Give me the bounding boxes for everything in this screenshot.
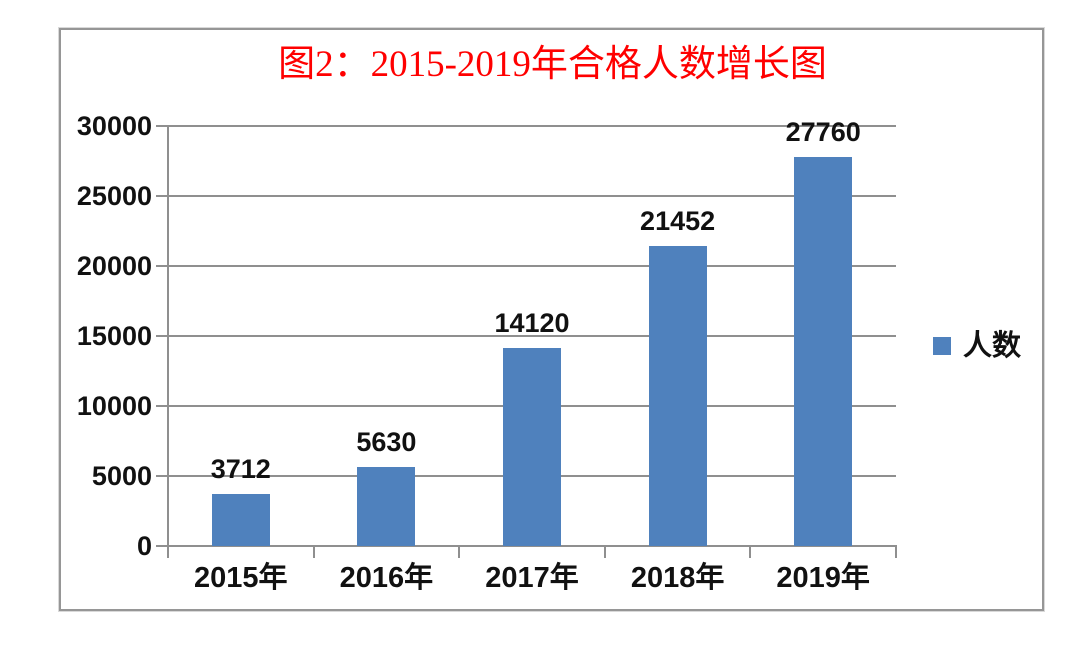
legend-label: 人数 [963, 330, 1022, 362]
chart-frame [59, 28, 1044, 611]
chart-title: 图2：2015-2019年合格人数增长图 [278, 44, 827, 85]
legend: 人数 [933, 330, 1021, 362]
legend-marker-square-icon [933, 337, 951, 355]
